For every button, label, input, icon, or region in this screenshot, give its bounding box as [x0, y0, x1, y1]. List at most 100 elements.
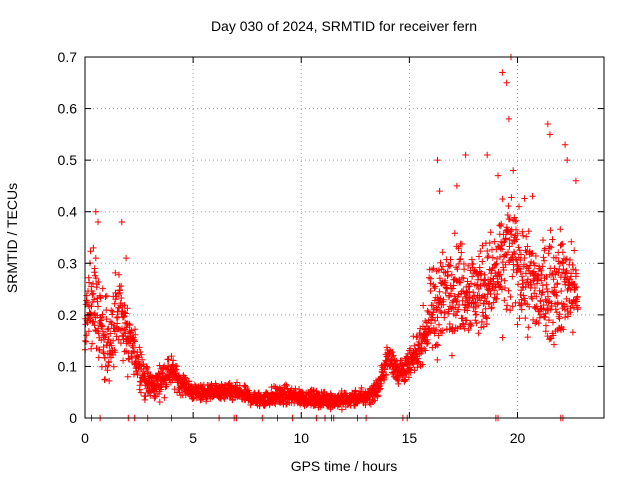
data-point [515, 244, 522, 251]
data-point [552, 306, 559, 313]
data-point [95, 354, 102, 361]
data-point [465, 262, 472, 270]
data-point [118, 294, 125, 302]
data-point [439, 249, 446, 256]
data-point [446, 320, 453, 328]
data-point [221, 395, 228, 403]
data-point [455, 306, 462, 313]
data-point [537, 267, 545, 274]
data-point [409, 360, 416, 367]
data-point [563, 255, 570, 263]
data-point [568, 238, 575, 245]
data-point [233, 379, 241, 386]
data-point [566, 256, 574, 264]
data-point [457, 279, 464, 286]
data-point [124, 305, 131, 312]
data-point [504, 248, 512, 256]
data-point [517, 251, 525, 258]
data-point [531, 284, 539, 292]
data-point [83, 292, 90, 299]
data-point [89, 291, 96, 298]
data-point [484, 247, 491, 255]
data-point [542, 328, 549, 335]
data-point [431, 330, 438, 337]
y-tick-label: 0.1 [58, 358, 78, 374]
data-point [141, 396, 149, 404]
data-point [514, 230, 521, 237]
data-point [88, 303, 95, 310]
data-point [168, 352, 175, 360]
data-point [532, 252, 540, 260]
data-point [489, 254, 496, 261]
data-point [501, 238, 508, 246]
data-point [358, 384, 365, 392]
data-point [170, 357, 177, 364]
data-point [470, 289, 477, 296]
data-point [104, 326, 111, 333]
data-point [502, 261, 509, 268]
data-point [517, 291, 524, 299]
data-point [499, 239, 507, 246]
data-point [88, 340, 96, 347]
data-point [103, 315, 110, 323]
data-point [435, 332, 442, 339]
data-point [119, 357, 127, 364]
data-point [503, 79, 510, 86]
data-point [506, 307, 514, 314]
data-point [467, 280, 475, 287]
data-point [506, 243, 513, 250]
data-point [531, 262, 538, 269]
data-point [108, 307, 115, 314]
data-point [559, 249, 567, 256]
data-point [499, 334, 506, 341]
data-point [538, 271, 546, 278]
data-point [104, 367, 111, 374]
data-point [431, 284, 438, 292]
data-point [561, 141, 569, 148]
data-point [122, 310, 129, 317]
data-point [83, 332, 90, 339]
data-point [118, 325, 126, 332]
data-point [434, 314, 441, 321]
data-point [126, 321, 133, 329]
data-point [103, 292, 110, 300]
data-point [419, 361, 426, 368]
data-point [144, 364, 151, 371]
data-point [566, 276, 573, 283]
data-point [524, 333, 531, 341]
data-point [545, 299, 552, 306]
data-point [475, 330, 482, 337]
data-point [515, 265, 522, 272]
x-tick-label: 20 [510, 430, 526, 446]
data-point [163, 383, 170, 390]
data-point [95, 330, 102, 337]
data-point [498, 246, 506, 253]
data-point [185, 377, 193, 385]
data-point [572, 270, 580, 277]
data-point [515, 203, 523, 210]
data-point [487, 290, 494, 298]
data-point [439, 327, 446, 334]
data-point [411, 342, 418, 349]
data-point [454, 265, 461, 273]
data-point [501, 277, 508, 284]
data-point [479, 258, 486, 265]
data-point [488, 304, 495, 311]
data-point [87, 310, 94, 318]
data-point [500, 231, 507, 238]
data-point [114, 320, 121, 327]
data-point [513, 236, 520, 243]
data-point [458, 249, 465, 256]
data-point [498, 286, 506, 293]
data-point [282, 401, 290, 408]
data-point [453, 182, 461, 190]
data-point [521, 254, 528, 262]
x-tick-label: 15 [402, 430, 418, 446]
data-point [554, 301, 561, 308]
data-point [435, 267, 442, 274]
data-point [111, 300, 118, 307]
data-point [96, 293, 104, 301]
data-point [461, 325, 468, 332]
data-point [556, 311, 563, 318]
